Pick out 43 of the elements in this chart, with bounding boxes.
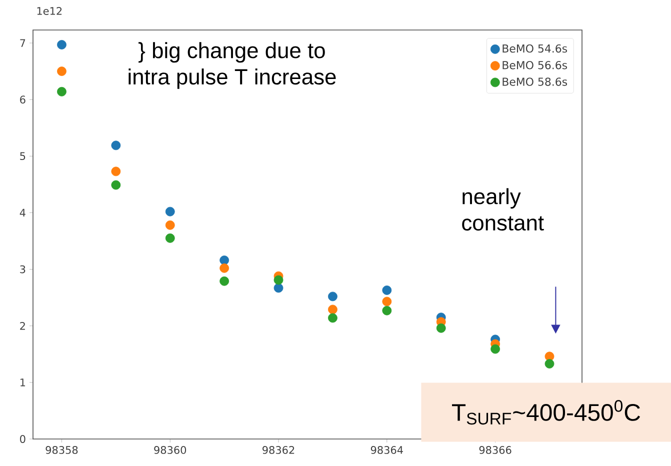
point: [544, 359, 554, 368]
y-tick-label: 2: [20, 322, 25, 330]
y-tick-label: 5: [20, 152, 26, 160]
point: [220, 256, 230, 265]
point: [165, 233, 175, 243]
x-tick-label: 98362: [262, 446, 294, 454]
point: [220, 263, 230, 273]
y-tick-label: 7: [20, 39, 26, 47]
point: [220, 276, 230, 286]
legend-label: BeMO 54.6s: [502, 44, 568, 53]
annotation: } big change due to intra pulse T increase: [128, 42, 336, 89]
point: [111, 166, 121, 176]
point: [57, 40, 66, 50]
point: [111, 180, 121, 190]
legend-label: BeMO 56.6s: [502, 60, 568, 70]
point: [328, 313, 338, 323]
y-tick-label: 6: [20, 96, 26, 104]
point: [382, 286, 392, 295]
point: [274, 275, 284, 285]
x-tick-label: 98366: [479, 446, 512, 454]
point: [57, 66, 66, 76]
y-tick-label: 0: [20, 435, 26, 443]
legend-label: BeMO 58.6s: [502, 78, 568, 86]
point: [274, 283, 284, 293]
point: [382, 296, 392, 306]
text: 1e12: [37, 7, 62, 15]
point: [165, 220, 175, 230]
point: [490, 344, 500, 354]
point: [57, 86, 66, 96]
x-tick-label: 98360: [154, 446, 186, 454]
y-tick-label: 1: [20, 378, 26, 386]
x-tick-label: 98358: [46, 446, 78, 454]
annotation: nearly constant: [462, 188, 544, 231]
point: [382, 306, 392, 316]
point: [165, 206, 175, 216]
point: [328, 304, 338, 314]
annotation: T$_{SURF}$~400-450$^{0}$C: [452, 400, 640, 425]
y-tick-label: 3: [20, 265, 26, 274]
point: [328, 292, 338, 302]
x-tick-label: 98364: [370, 446, 403, 454]
point: [111, 140, 121, 150]
point: [436, 323, 446, 333]
y-tick-label: 4: [20, 208, 26, 217]
